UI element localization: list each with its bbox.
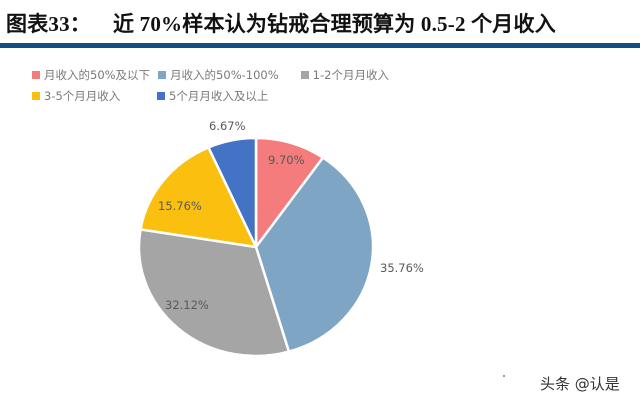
figure-label: 图表33： xyxy=(6,12,91,36)
legend-swatch-steel xyxy=(158,70,167,79)
legend-item-5plus-months: 5个月月收入及以上 xyxy=(157,88,268,104)
pie-slice-50-100pct xyxy=(254,156,375,353)
figure-title-text: 近 70%样本认为钻戒合理预算为 0.5-2 个月收入 xyxy=(113,12,556,36)
slice-label-3-5-months: 15.76% xyxy=(158,199,202,213)
legend-label: 3-5个月月收入 xyxy=(44,88,121,103)
pie-slice-1-2-months xyxy=(137,228,291,358)
slice-label-1-2-months: 32.12% xyxy=(165,298,209,312)
title-rule xyxy=(0,43,640,48)
legend-label: 5个月月收入及以上 xyxy=(169,88,269,103)
slice-label-under-50pct: 9.70% xyxy=(268,153,305,167)
legend-item-3-5-months: 3-5个月月收入 xyxy=(32,88,149,104)
legend-swatch-red xyxy=(32,70,40,79)
watermark: 头条 @认是 xyxy=(540,375,620,393)
slice-label-5plus-months: 6.67% xyxy=(209,119,246,133)
speck xyxy=(503,375,505,377)
legend-swatch-yellow xyxy=(32,91,40,100)
legend-label: 月收入的50%-100% xyxy=(170,67,279,82)
pie-slice-3-5-months xyxy=(139,146,258,249)
legend-item-50-100pct: 月收入的50%-100% xyxy=(158,67,279,83)
legend-swatch-blue xyxy=(157,91,165,100)
legend-label: 月收入的50%及以下 xyxy=(44,67,151,82)
pie-slice-5plus-months xyxy=(207,136,258,249)
legend-label: 1-2个月月收入 xyxy=(312,67,389,82)
chart-legend: 月收入的50%及以下 月收入的50%-100% 1-2个月月收入 3-5个月月收… xyxy=(32,64,397,106)
slice-label-50-100pct: 35.76% xyxy=(380,261,424,275)
figure-title: 图表33： 近 70%样本认为钻戒合理预算为 0.5-2 个月收入 xyxy=(6,8,556,40)
legend-swatch-gray xyxy=(300,70,309,79)
legend-item-1-2-months: 1-2个月月收入 xyxy=(300,67,389,83)
legend-item-under-50pct: 月收入的50%及以下 xyxy=(32,67,150,83)
